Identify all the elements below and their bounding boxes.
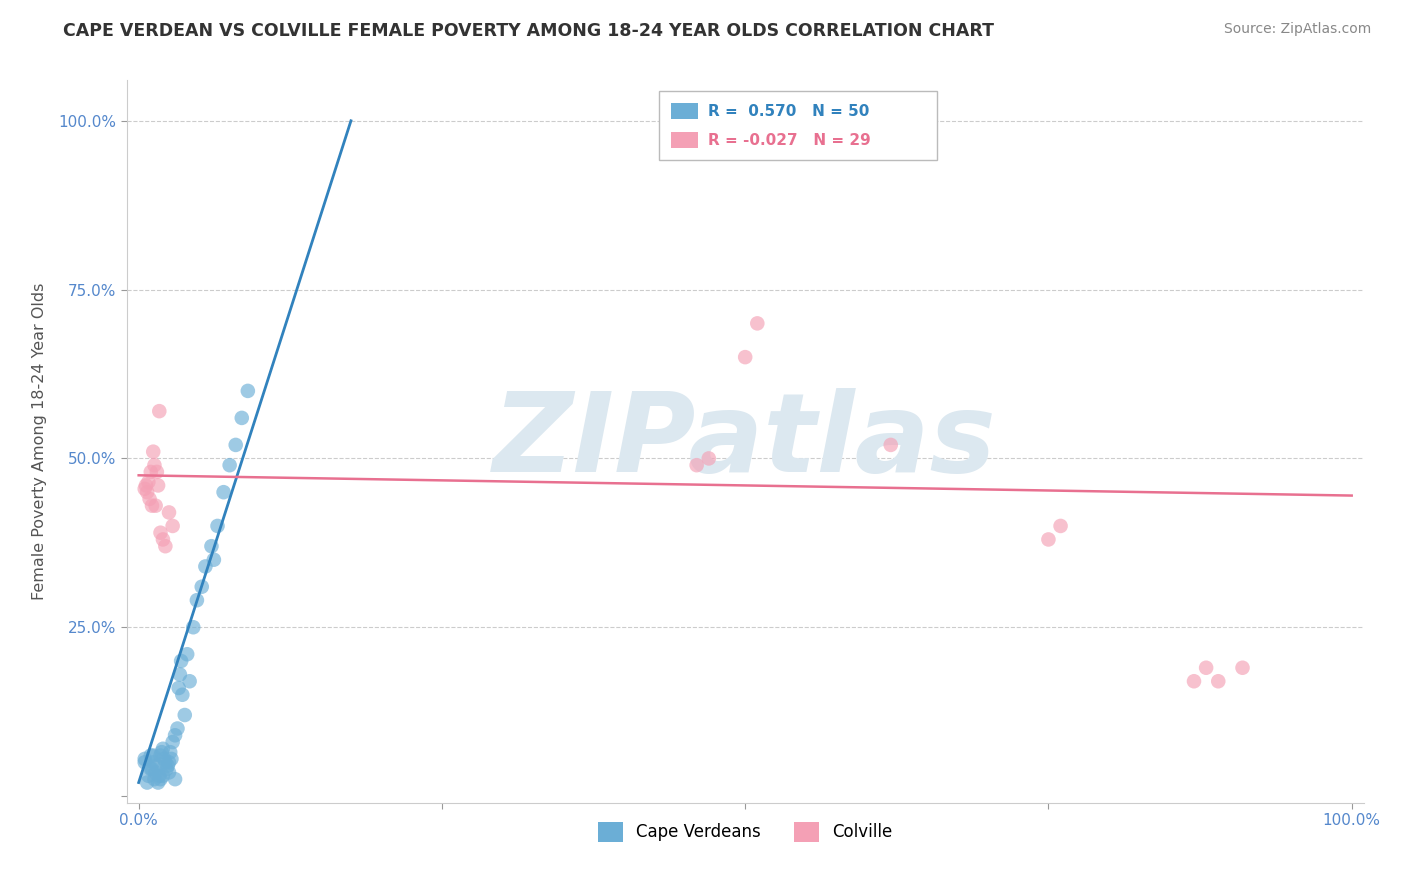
Point	[136, 485, 159, 500]
Point	[202, 552, 225, 566]
Point	[142, 748, 165, 763]
Point	[173, 708, 195, 723]
Point	[149, 748, 172, 763]
Point	[134, 752, 156, 766]
Point	[747, 317, 769, 331]
Point	[146, 465, 169, 479]
Point	[1049, 519, 1071, 533]
Point	[157, 765, 180, 780]
Point	[172, 688, 194, 702]
Point	[141, 499, 163, 513]
Point	[207, 519, 229, 533]
Point	[135, 478, 157, 492]
Point	[1232, 661, 1254, 675]
Point	[190, 580, 212, 594]
Point	[165, 728, 187, 742]
Point	[153, 752, 176, 766]
Point	[155, 539, 177, 553]
Point	[155, 756, 177, 770]
Point	[138, 475, 160, 489]
Point	[165, 772, 187, 787]
Point	[149, 772, 172, 787]
Point	[146, 478, 169, 492]
Point	[142, 444, 165, 458]
Y-axis label: Female Poverty Among 18-24 Year Olds: Female Poverty Among 18-24 Year Olds	[32, 283, 46, 600]
Point	[212, 485, 235, 500]
Point	[170, 654, 193, 668]
Point	[142, 756, 165, 770]
Point	[218, 458, 240, 472]
Point	[138, 491, 160, 506]
Point	[145, 499, 167, 513]
Point	[139, 465, 162, 479]
Point	[148, 769, 170, 783]
Point	[150, 745, 173, 759]
Point	[1038, 533, 1060, 547]
Point	[139, 748, 162, 763]
Text: Source: ZipAtlas.com: Source: ZipAtlas.com	[1223, 22, 1371, 37]
Point	[134, 482, 156, 496]
Point	[143, 458, 166, 472]
Point	[225, 438, 247, 452]
Point	[152, 741, 174, 756]
Point	[186, 593, 208, 607]
Point	[136, 775, 159, 789]
Point	[146, 758, 169, 772]
Text: CAPE VERDEAN VS COLVILLE FEMALE POVERTY AMONG 18-24 YEAR OLDS CORRELATION CHART: CAPE VERDEAN VS COLVILLE FEMALE POVERTY …	[63, 22, 994, 40]
Point	[176, 647, 198, 661]
Point	[139, 762, 162, 776]
Legend: Cape Verdeans, Colville: Cape Verdeans, Colville	[591, 815, 900, 848]
Point	[194, 559, 217, 574]
Point	[166, 722, 188, 736]
Text: ZIPatlas: ZIPatlas	[494, 388, 997, 495]
Point	[200, 539, 222, 553]
Bar	[671, 103, 699, 120]
Text: R = -0.027   N = 29: R = -0.027 N = 29	[709, 133, 870, 148]
Point	[149, 525, 172, 540]
Text: R =  0.570   N = 50: R = 0.570 N = 50	[709, 103, 869, 119]
Point	[169, 667, 191, 681]
Point	[231, 411, 253, 425]
Point	[167, 681, 190, 695]
Point	[162, 735, 184, 749]
Point	[880, 438, 903, 452]
Point	[1182, 674, 1205, 689]
Point	[157, 756, 180, 770]
Point	[160, 752, 183, 766]
Point	[179, 674, 201, 689]
Point	[181, 620, 204, 634]
Point	[134, 756, 156, 770]
Point	[697, 451, 720, 466]
Point	[734, 350, 756, 364]
Point	[685, 458, 707, 472]
FancyBboxPatch shape	[658, 91, 936, 160]
Bar	[671, 132, 699, 148]
Point	[236, 384, 259, 398]
Point	[145, 765, 167, 780]
Point	[138, 769, 160, 783]
Point	[148, 404, 170, 418]
Point	[156, 758, 179, 772]
Point	[141, 762, 163, 776]
Point	[155, 762, 177, 776]
Point	[152, 533, 174, 547]
Point	[159, 745, 181, 759]
Point	[157, 505, 180, 519]
Point	[146, 775, 169, 789]
Point	[1206, 674, 1229, 689]
Point	[152, 769, 174, 783]
Point	[1195, 661, 1218, 675]
Point	[162, 519, 184, 533]
Point	[143, 772, 166, 787]
